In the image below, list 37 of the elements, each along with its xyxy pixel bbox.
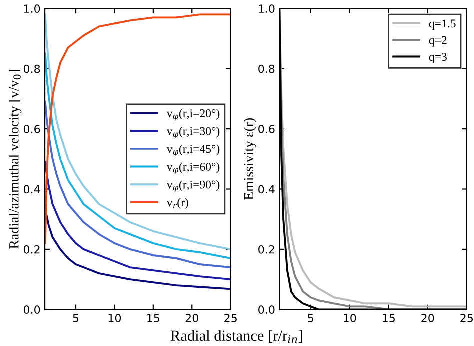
y-tick-label: 0.2 (24, 245, 40, 254)
line-series (45, 161, 231, 281)
x-tick-label: 20 (422, 314, 434, 322)
y-tick-label: 0.2 (258, 245, 274, 254)
legend-label: v$_{φ}$(r,i=20°) (166, 109, 220, 121)
y-tick-label: 0.8 (24, 64, 40, 74)
y-tick-label: 0.0 (258, 306, 275, 314)
legend-label: v$_{φ}$(r,i=30°) (166, 126, 220, 139)
y-tick-label: 0.4 (258, 185, 275, 194)
x-tick-label: 25 (460, 314, 473, 322)
y-tick-label: 0.0 (24, 306, 40, 314)
y-axis-title: Radial/azimuthal velocity [v/v$_{0}$] (9, 70, 22, 249)
x-tick-label: 25 (224, 314, 237, 322)
legend-label: v$_{φ}$(r,i=90°) (166, 180, 220, 192)
line-series (45, 100, 231, 268)
x-tick-label: 10 (344, 314, 356, 322)
y-tick-label: 0.6 (24, 125, 40, 134)
x-axis-title: Radial distance [r/r$_{in}$] (170, 330, 302, 344)
y-tick-label: 0.8 (258, 64, 275, 74)
line-series (45, 52, 231, 260)
y-tick-label: 0.6 (258, 125, 275, 134)
x-tick-label: 20 (186, 314, 198, 322)
legend-label: v$_{r}$(r) (166, 198, 188, 209)
y-tick-label: 1.0 (24, 4, 40, 14)
x-tick-label: 10 (108, 314, 122, 322)
y-tick-label: 0.4 (24, 185, 40, 194)
legend-label: q=1.5 (429, 20, 456, 30)
x-tick-label: 15 (383, 314, 395, 322)
legend-label: q=3 (429, 53, 447, 64)
x-tick-label: 15 (148, 314, 160, 322)
legend-label: v$_{φ}$(r,i=60°) (166, 162, 220, 174)
y-tick-label: 1.0 (259, 4, 275, 14)
x-tick-label: 5 (308, 314, 314, 322)
legend-label: q=2 (429, 36, 447, 47)
y-axis-title: Emissivity ε(r) (244, 118, 256, 200)
legend-label: v$_{φ}$(r,i=45°) (166, 144, 220, 157)
x-tick-label: 5 (73, 314, 79, 322)
